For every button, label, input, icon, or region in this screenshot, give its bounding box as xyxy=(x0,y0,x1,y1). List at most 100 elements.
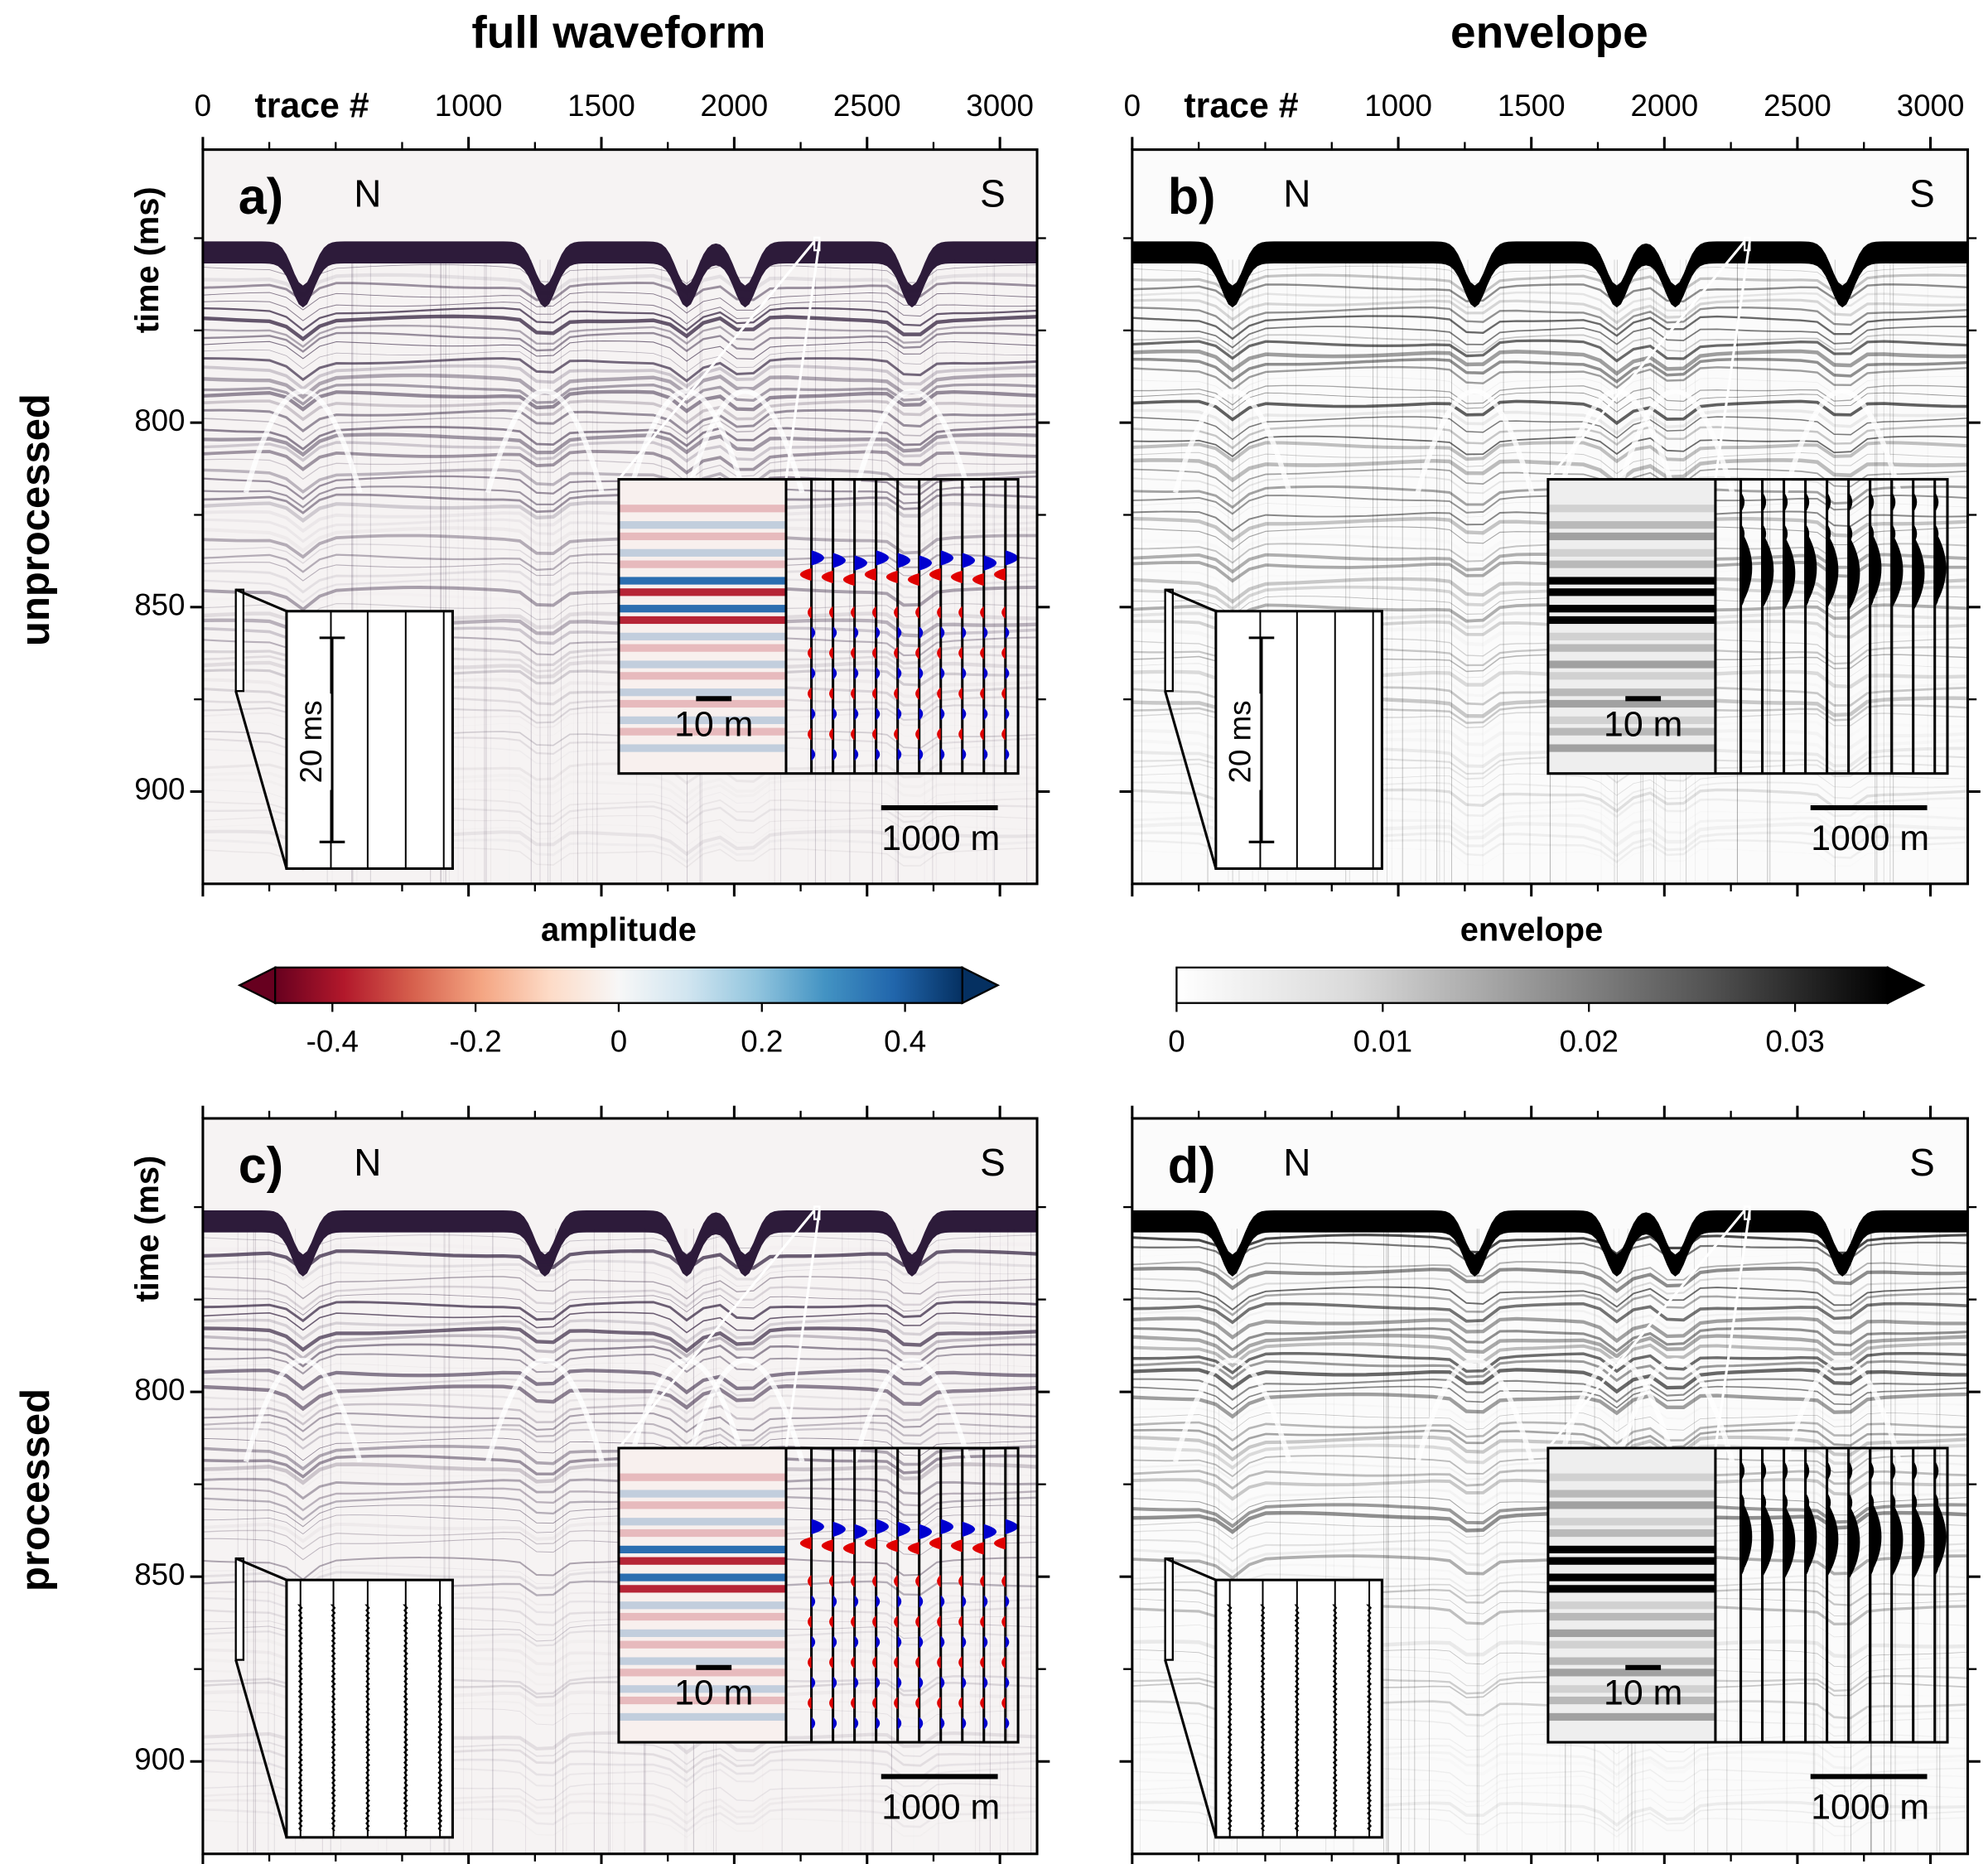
callout-line xyxy=(784,1210,821,1449)
envelope-lobe xyxy=(1826,1556,1831,1577)
wiggle-lobe xyxy=(854,707,859,721)
wiggle-lobe xyxy=(811,1595,816,1608)
inset-frame xyxy=(617,1446,1020,1744)
callout-line xyxy=(617,240,816,480)
inset-band xyxy=(618,1557,786,1565)
wiggle-lobe xyxy=(1005,1717,1010,1730)
wiggle-lobe xyxy=(872,727,876,741)
wiggle-lobe xyxy=(972,1542,984,1555)
inset-band xyxy=(1547,577,1715,585)
reflector xyxy=(1132,1435,1968,1462)
wiggle-lobe xyxy=(897,667,902,680)
wiggle-lobe xyxy=(962,748,967,761)
wiggle-lobe xyxy=(962,1595,967,1608)
annotation: 10 m xyxy=(674,1673,753,1713)
envelope-lobe xyxy=(1891,555,1896,576)
reflector xyxy=(202,331,1038,353)
wiggle-lobe xyxy=(958,606,963,619)
reflector xyxy=(202,458,1038,483)
envelope-lobe xyxy=(1783,491,1788,513)
inset-band xyxy=(618,1612,786,1621)
envelope-lobe xyxy=(1740,524,1745,544)
envelope-lobe xyxy=(1870,1492,1875,1514)
envelope-lobe xyxy=(1870,1556,1875,1577)
envelope-lobe xyxy=(1762,587,1767,608)
wiggle-lobe xyxy=(940,707,945,721)
inset-band xyxy=(1547,688,1715,697)
envelope-lobe xyxy=(1934,587,1939,608)
diffraction xyxy=(1783,389,1903,494)
trace-window xyxy=(1164,588,1174,693)
annotation: 1000 m xyxy=(1811,1787,1929,1827)
wiggle-lobe xyxy=(829,606,833,619)
reflector xyxy=(1132,1234,1968,1259)
envelope-lobe xyxy=(1934,1524,1939,1545)
wiggle-lobe xyxy=(962,1676,967,1689)
envelope-lobe xyxy=(1783,1492,1788,1514)
reflector xyxy=(1132,452,1968,475)
wiggle-lobe xyxy=(940,1717,945,1730)
reflector xyxy=(1132,399,1968,426)
envelope-lobe xyxy=(1740,1499,1753,1576)
wiggle-lobe xyxy=(851,646,855,659)
wiggle-lobe xyxy=(1005,1519,1019,1535)
diffraction xyxy=(1173,1358,1292,1463)
inset-band xyxy=(1547,1545,1715,1553)
envelope-lobe xyxy=(1870,1524,1875,1545)
wiggle-lobe xyxy=(811,667,816,680)
wiggle-lobe xyxy=(962,626,967,640)
inset-band xyxy=(618,1573,786,1582)
inset-band xyxy=(618,1518,786,1526)
annotation: S xyxy=(980,1141,1006,1184)
wiggle-lobe xyxy=(811,1635,816,1649)
wiggle-lobe xyxy=(829,1696,833,1710)
wiggle-lobe xyxy=(1005,667,1010,680)
x-tick-label: 2000 xyxy=(701,89,769,123)
wiggle-lobe xyxy=(872,646,876,659)
panel-frame xyxy=(1131,148,1970,886)
inset-wiggle xyxy=(364,1604,370,1832)
wiggle-lobe xyxy=(1001,727,1006,741)
inset-wiggle xyxy=(1366,1604,1373,1832)
inset-left xyxy=(618,479,786,774)
wiggle-lobe xyxy=(829,1615,833,1629)
colorbar xyxy=(273,966,963,1004)
diffraction xyxy=(243,389,363,494)
inset-band xyxy=(1547,605,1715,613)
panel-label: c) xyxy=(239,1137,283,1193)
wiggle-lobe xyxy=(854,626,859,640)
inset-wiggle xyxy=(437,1604,443,1832)
wiggle-lobe xyxy=(919,1524,932,1540)
wiggle-lobe xyxy=(980,606,984,619)
envelope-lobe xyxy=(1826,1524,1831,1545)
wiggle-lobe xyxy=(894,727,898,741)
inset-band xyxy=(1547,727,1715,736)
envelope-lobe xyxy=(1848,1524,1853,1545)
inset-band xyxy=(1547,672,1715,680)
wiggle-lobe xyxy=(885,1539,898,1553)
wiggle-lobe xyxy=(1001,1615,1006,1629)
wiggle-lobe xyxy=(894,687,898,700)
callout-line xyxy=(1546,240,1746,480)
wiggle-lobe xyxy=(940,1635,945,1649)
wiggle-lobe xyxy=(808,727,812,741)
reflector xyxy=(202,1318,1038,1345)
inset-band xyxy=(618,688,786,697)
reflector xyxy=(202,425,1038,451)
reflector xyxy=(202,314,1038,342)
x-tick-label: 1500 xyxy=(567,89,635,123)
inset-band xyxy=(1547,1657,1715,1665)
reflector xyxy=(202,389,1038,413)
wiggle-lobe xyxy=(897,1635,902,1649)
wiggle-lobe xyxy=(854,1635,859,1649)
envelope-lobe xyxy=(1740,491,1745,513)
wiggle-lobe xyxy=(832,626,837,640)
envelope-lobe xyxy=(1913,555,1918,576)
wiggle-lobe xyxy=(854,1676,859,1689)
inset-band xyxy=(1547,521,1715,529)
wiggle-lobe xyxy=(937,646,941,659)
wiggle-lobe xyxy=(832,1521,846,1538)
envelope-lobe xyxy=(1805,587,1810,608)
envelope-lobe xyxy=(1848,524,1853,544)
panel-label: b) xyxy=(1168,168,1216,225)
